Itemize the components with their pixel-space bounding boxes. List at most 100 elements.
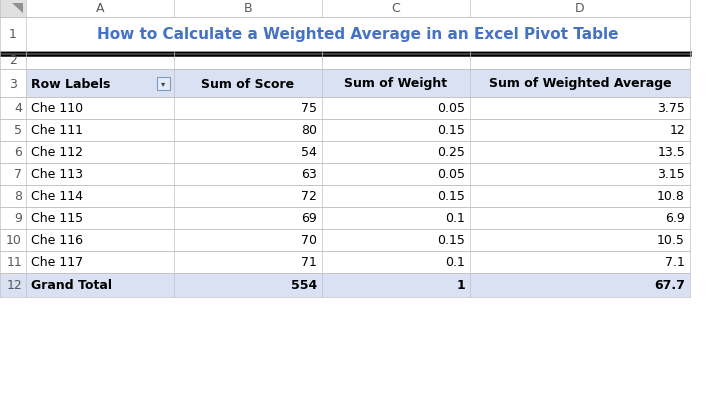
Bar [174, 207, 322, 230]
Text: 11: 11 [7, 256, 22, 269]
Bar [0, 18, 26, 52]
Text: Sum of Score: Sum of Score [202, 77, 294, 90]
Text: 9: 9 [14, 212, 22, 225]
Text: 10: 10 [6, 234, 22, 247]
Text: D: D [576, 2, 585, 15]
Bar [157, 77, 170, 90]
Bar [322, 52, 470, 70]
Text: C: C [392, 2, 401, 15]
Bar [322, 70, 470, 98]
Text: 13.5: 13.5 [657, 146, 685, 159]
Text: 12: 12 [669, 124, 685, 137]
Bar [174, 98, 322, 120]
Text: 0.05: 0.05 [437, 168, 465, 181]
Bar [174, 52, 322, 70]
Text: Che 115: Che 115 [31, 212, 83, 225]
Bar [322, 0, 470, 18]
Text: 554: 554 [291, 279, 317, 292]
Bar [174, 142, 322, 164]
Text: 0.15: 0.15 [437, 234, 465, 247]
Text: 3.15: 3.15 [657, 168, 685, 181]
Bar [0, 252, 26, 273]
Bar [0, 0, 26, 18]
Bar [470, 142, 690, 164]
Bar [26, 252, 174, 273]
Text: How to Calculate a Weighted Average in an Excel Pivot Table: How to Calculate a Weighted Average in a… [98, 28, 619, 43]
Bar [174, 0, 322, 18]
Text: 5: 5 [14, 124, 22, 137]
Bar [322, 273, 470, 297]
Bar [174, 120, 322, 142]
Text: Che 116: Che 116 [31, 234, 83, 247]
Text: 72: 72 [301, 190, 317, 203]
Text: 0.15: 0.15 [437, 124, 465, 137]
Bar [0, 230, 26, 252]
Bar [322, 164, 470, 185]
Bar [157, 77, 170, 90]
Text: A: A [95, 2, 104, 15]
Bar [470, 120, 690, 142]
Bar [470, 207, 690, 230]
Bar [26, 98, 174, 120]
Text: Che 117: Che 117 [31, 256, 83, 269]
Bar [322, 98, 470, 120]
Text: 0.1: 0.1 [445, 256, 465, 269]
Bar [470, 164, 690, 185]
Bar [470, 98, 690, 120]
Polygon shape [12, 4, 23, 14]
Bar [0, 142, 26, 164]
Bar [322, 185, 470, 207]
Text: 2: 2 [9, 54, 17, 67]
Text: 70: 70 [301, 234, 317, 247]
Bar [0, 52, 26, 70]
Bar [26, 185, 174, 207]
Text: 8: 8 [14, 190, 22, 203]
Text: Che 112: Che 112 [31, 146, 83, 159]
Text: B: B [244, 2, 252, 15]
Bar [26, 120, 174, 142]
Text: 4: 4 [14, 102, 22, 115]
Bar [470, 0, 690, 18]
Text: 6.9: 6.9 [665, 212, 685, 225]
Bar [26, 207, 174, 230]
Bar [0, 273, 26, 297]
Bar [26, 142, 174, 164]
Bar [26, 0, 174, 18]
Bar [0, 98, 26, 120]
Bar [174, 273, 322, 297]
Text: Che 113: Che 113 [31, 168, 83, 181]
Bar [174, 252, 322, 273]
Text: 0.25: 0.25 [437, 146, 465, 159]
Bar [26, 52, 174, 70]
Text: Grand Total: Grand Total [31, 279, 112, 292]
Text: 10.5: 10.5 [657, 234, 685, 247]
Text: Sum of Weight: Sum of Weight [344, 77, 448, 90]
Text: 0.05: 0.05 [437, 102, 465, 115]
Bar [0, 120, 26, 142]
Bar [174, 230, 322, 252]
Text: 3.75: 3.75 [657, 102, 685, 115]
Text: Che 110: Che 110 [31, 102, 83, 115]
Text: 1: 1 [9, 28, 17, 41]
Text: ▾: ▾ [161, 79, 166, 88]
Text: 75: 75 [301, 102, 317, 115]
Bar [0, 207, 26, 230]
Text: Row Labels: Row Labels [31, 77, 111, 90]
Bar [0, 70, 26, 98]
Text: 7: 7 [14, 168, 22, 181]
Bar [26, 164, 174, 185]
Text: 7.1: 7.1 [665, 256, 685, 269]
Text: 71: 71 [301, 256, 317, 269]
Bar [470, 230, 690, 252]
Text: 12: 12 [7, 279, 22, 292]
Bar [470, 52, 690, 70]
Bar [322, 120, 470, 142]
Bar [322, 230, 470, 252]
Text: 80: 80 [301, 124, 317, 137]
Bar [322, 252, 470, 273]
Text: 10.8: 10.8 [657, 190, 685, 203]
Bar [0, 185, 26, 207]
Text: 1: 1 [456, 279, 465, 292]
Bar [322, 142, 470, 164]
Text: Che 111: Che 111 [31, 124, 83, 137]
